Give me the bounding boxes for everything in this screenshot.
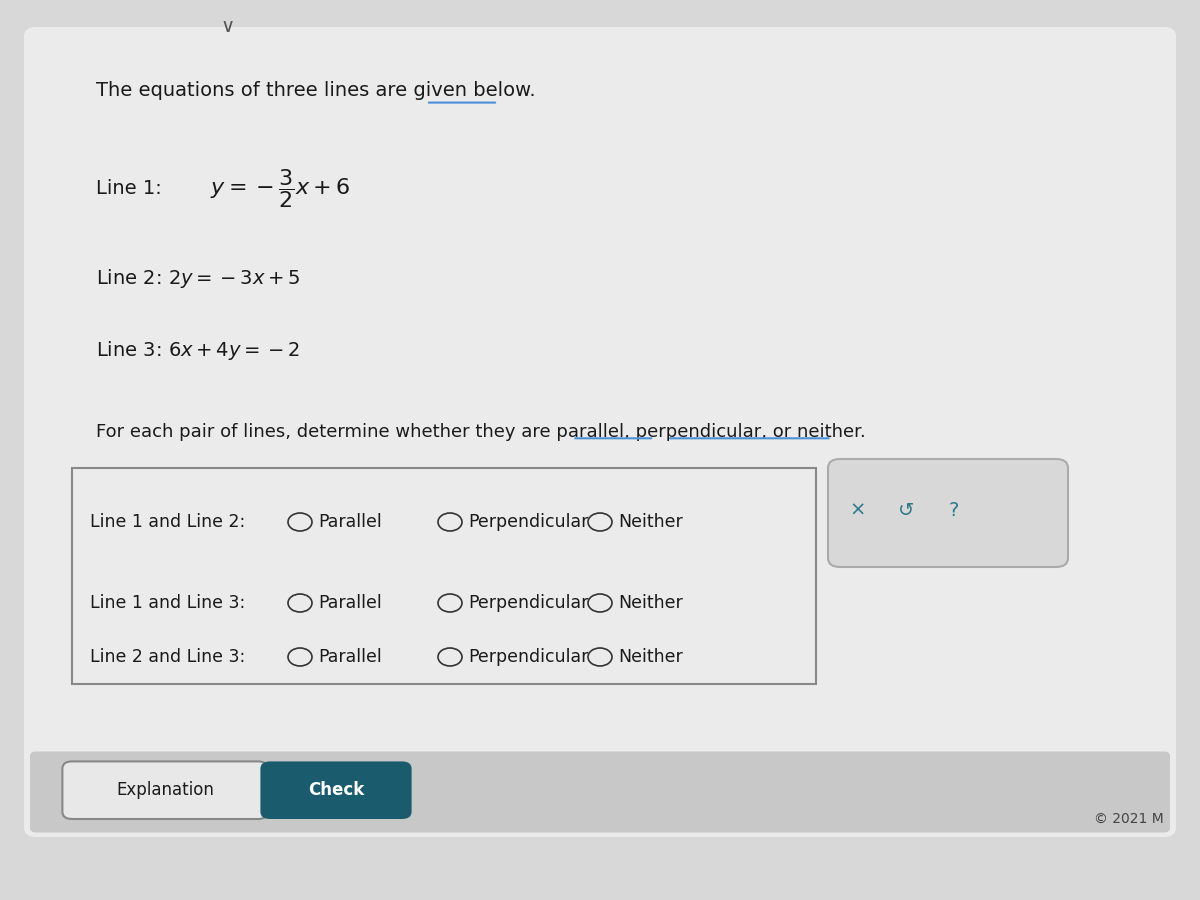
Text: Perpendicular: Perpendicular: [468, 513, 588, 531]
Text: Line 1:: Line 1:: [96, 179, 168, 199]
Text: ?: ?: [949, 500, 959, 520]
Text: The equations of three lines are given below.: The equations of three lines are given b…: [96, 80, 535, 100]
Text: Line 3: $6x+4y=-2$: Line 3: $6x+4y=-2$: [96, 339, 300, 363]
Text: Line 1 and Line 2:: Line 1 and Line 2:: [90, 513, 245, 531]
Text: Check: Check: [308, 781, 364, 799]
Text: Neither: Neither: [618, 648, 683, 666]
Text: Line 2: $2y=-3x+5$: Line 2: $2y=-3x+5$: [96, 267, 300, 291]
FancyBboxPatch shape: [62, 761, 268, 819]
Text: Line 1 and Line 3:: Line 1 and Line 3:: [90, 594, 245, 612]
Text: Line 2 and Line 3:: Line 2 and Line 3:: [90, 648, 245, 666]
Text: Parallel: Parallel: [318, 648, 382, 666]
Text: Parallel: Parallel: [318, 513, 382, 531]
Text: ∨: ∨: [221, 17, 235, 37]
Text: ×: ×: [850, 500, 866, 520]
Text: Perpendicular: Perpendicular: [468, 648, 588, 666]
Text: Explanation: Explanation: [116, 781, 215, 799]
FancyBboxPatch shape: [30, 752, 1170, 833]
FancyBboxPatch shape: [72, 468, 816, 684]
Text: For each pair of lines, determine whether they are parallel, perpendicular, or n: For each pair of lines, determine whethe…: [96, 423, 865, 441]
Text: Neither: Neither: [618, 513, 683, 531]
Text: ↺: ↺: [898, 500, 914, 520]
Text: Neither: Neither: [618, 594, 683, 612]
Text: © 2021 M: © 2021 M: [1094, 812, 1164, 826]
FancyBboxPatch shape: [828, 459, 1068, 567]
Text: Perpendicular: Perpendicular: [468, 594, 588, 612]
Text: Parallel: Parallel: [318, 594, 382, 612]
Text: $y=-\dfrac{3}{2}x+6$: $y=-\dfrac{3}{2}x+6$: [210, 167, 350, 211]
FancyBboxPatch shape: [260, 761, 412, 819]
FancyBboxPatch shape: [24, 27, 1176, 837]
